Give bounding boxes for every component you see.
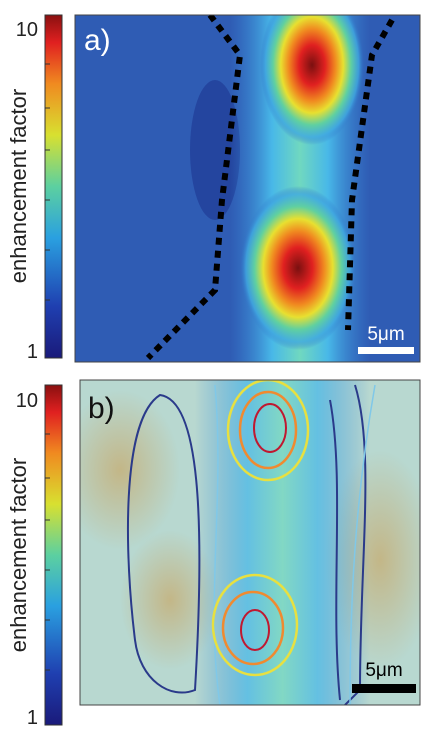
- colorbar: [45, 15, 62, 358]
- colorbar-tick-label: 1: [27, 341, 38, 363]
- panel-label: b): [88, 392, 115, 425]
- heatmap: [75, 0, 420, 362]
- colorbar-tick-label: 1: [27, 707, 38, 729]
- colorbar-tick-label: 10: [16, 390, 38, 412]
- scale-bar-label: 5μm: [365, 660, 402, 681]
- figure: 10 1 enhancement factor a) 5μm 10 1 enha…: [0, 0, 427, 729]
- scale-bar-label: 5μm: [367, 324, 404, 345]
- scale-bar: [358, 347, 414, 354]
- colorbar: [45, 385, 62, 725]
- scale-bar: [352, 684, 416, 693]
- panel-b: 10 1 enhancement factor b) 5μm: [6, 380, 427, 729]
- panel-label: a): [84, 24, 111, 57]
- colorbar-title: enhancement factor: [6, 458, 31, 652]
- panel-a: 10 1 enhancement factor a) 5μm: [6, 0, 420, 363]
- page: {"panels": [ {"label": "a)", "colorbar":…: [0, 0, 427, 729]
- colorbar-tick-label: 10: [16, 19, 38, 41]
- colorbar-title: enhancement factor: [6, 89, 31, 283]
- overlay-image: [60, 380, 427, 705]
